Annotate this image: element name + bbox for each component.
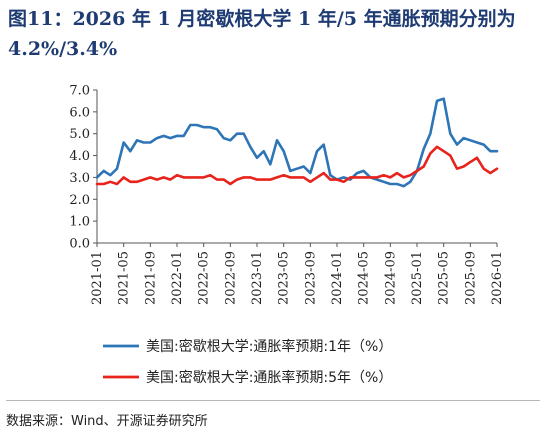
- x-tick-label: 2025-09: [463, 251, 478, 305]
- x-tick-label: 2024-09: [383, 251, 398, 305]
- x-tick-label: 2022-01: [170, 251, 185, 305]
- x-tick-label: 2021-01: [90, 251, 105, 305]
- x-tick-label: 2022-09: [223, 251, 238, 305]
- y-tick-label: 3.0: [69, 171, 90, 186]
- y-tick-label: 5.0: [69, 127, 90, 142]
- y-tick-label: 0.0: [69, 237, 90, 252]
- source-note: 数据来源：Wind、开源证券研究所: [6, 414, 208, 429]
- x-tick-label: 2024-01: [330, 251, 345, 305]
- legend-label: 美国:密歇根大学:通胀率预期:1年（%）: [146, 338, 392, 355]
- series-line-1y: [95, 97, 499, 188]
- legend-label: 美国:密歇根大学:通胀率预期:5年（%）: [146, 369, 392, 386]
- x-tick-label: 2023-05: [277, 251, 292, 305]
- x-tick-label: 2021-09: [143, 251, 158, 305]
- y-tick-label: 7.0: [69, 84, 90, 99]
- divider: [6, 400, 540, 401]
- chart-legend: 美国:密歇根大学:通胀率预期:1年（%） 美国:密歇根大学:通胀率预期:5年（%）: [103, 338, 392, 386]
- y-tick-label: 6.0: [69, 105, 90, 120]
- x-tick-label: 2022-05: [197, 251, 212, 305]
- series-line-5y: [95, 145, 499, 186]
- x-tick-label: 2025-01: [410, 251, 425, 305]
- x-tick-label: 2026-01: [490, 251, 505, 305]
- y-tick-label: 1.0: [69, 215, 90, 230]
- x-tick-label: 2024-05: [357, 251, 372, 305]
- chart-axes: 0.0 1.0 2.0 3.0 4.0 5.0 6.0 7.0 2021-01 2021-05 20…: [69, 84, 505, 306]
- series-layer: [95, 97, 499, 188]
- y-tick-label: 2.0: [69, 193, 90, 208]
- y-tick-label: 4.0: [69, 149, 90, 164]
- x-tick-label: 2023-09: [303, 251, 318, 305]
- x-tick-label: 2023-01: [250, 251, 265, 305]
- x-tick-label: 2025-05: [437, 251, 452, 305]
- x-tick-label: 2021-05: [117, 251, 132, 305]
- chart-title: 图11：2026 年 1 月密歇根大学 1 年/5 年通胀预期分别为 4.2%/…: [8, 8, 516, 60]
